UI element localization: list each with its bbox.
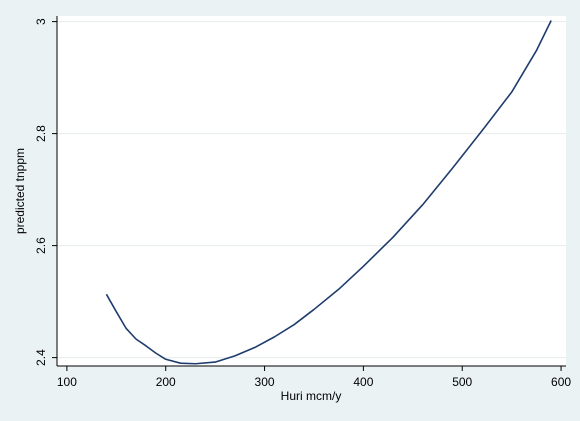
gridlines xyxy=(57,21,566,359)
x-axis-ticks: 100 200 300 400 500 600 xyxy=(57,366,571,389)
x-tick-label: 300 xyxy=(255,375,275,389)
y-tick-label: 3 xyxy=(34,18,48,25)
x-tick-label: 600 xyxy=(551,375,571,389)
x-tick-label: 400 xyxy=(353,375,373,389)
series-group xyxy=(105,20,552,365)
x-axis-title: Huri mcm/y xyxy=(281,389,342,403)
y-axis-ticks: 2.4 2.6 2.8 3 xyxy=(34,18,57,366)
y-tick-label: 2.6 xyxy=(34,237,48,254)
y-tick-label: 2.4 xyxy=(34,349,48,366)
series-line xyxy=(105,20,552,365)
y-tick-label: 2.8 xyxy=(34,125,48,142)
plot-area xyxy=(57,16,566,366)
x-tick-label: 500 xyxy=(452,375,472,389)
y-axis-title: predicted tnppm xyxy=(13,148,27,234)
x-tick-label: 200 xyxy=(156,375,176,389)
x-tick-label: 100 xyxy=(57,375,77,389)
